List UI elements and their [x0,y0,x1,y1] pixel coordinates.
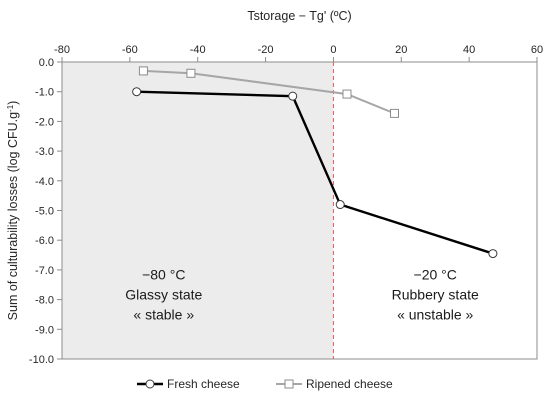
annotation-line: Glassy state [125,287,202,303]
annotation-line: Rubbery state [392,287,479,303]
y-tick-label: -1.0 [35,87,54,99]
y-axis-title: Sum of culturability losses (log CFU.g-1… [6,101,21,321]
legend-swatch-marker [145,379,155,389]
data-point [132,87,142,97]
data-series [132,66,498,259]
y-tick-label: -7.0 [35,265,54,277]
data-point [288,91,298,101]
annotation-line: « unstable » [397,307,473,323]
state-annotations: −80 °C Glassy state « stable » −20 °C Rubber… [125,267,479,323]
y-axis-title-superscript: -1 [6,104,15,112]
legend: Fresh cheese Ripened cheese [137,377,393,391]
legend-swatch-marker [284,379,294,389]
y-tick-label: 0.0 [39,57,54,69]
y-tick-label: -10.0 [29,354,54,366]
y-tick-label: -8.0 [35,295,54,307]
x-axis-ticks: -80 -60 -40 -20 0 20 40 60 [54,44,543,62]
data-point [335,200,345,210]
y-tick-label: -4.0 [35,176,54,188]
y-tick-label: -9.0 [35,324,54,336]
y-axis-title-main: Sum of culturability losses (log CFU.g [6,112,20,320]
y-tick-label: -3.0 [35,146,54,158]
annotation-line: « stable » [133,307,194,323]
glassy-region-shading [62,62,334,359]
legend-label: Ripened cheese [306,377,393,391]
x-tick-label: 40 [463,44,475,56]
series-line [136,90,494,255]
data-point [342,89,352,99]
annotation-line: −80 °C [142,267,185,283]
data-point [390,108,399,118]
y-axis-title-close: ) [6,101,20,105]
data-point [186,68,196,78]
x-tick-label: 60 [531,44,543,56]
data-point [488,249,498,259]
y-axis-ticks: 0.0 -1.0 -2.0 -3.0 -4.0 -5.0 -6.0 -7.0 -8.0 -9.0 -… [29,57,62,366]
series-line [143,69,395,115]
x-tick-label: -60 [122,44,138,56]
x-tick-label: -80 [54,44,70,56]
legend-label: Fresh cheese [167,377,240,391]
annotation-line: −20 °C [414,267,457,283]
x-tick-label: -20 [258,44,274,56]
x-axis-title: Tstorage − Tg' (ºC) [247,9,351,23]
data-point [138,66,148,76]
x-tick-label: 20 [395,44,407,56]
x-tick-label: -40 [190,44,206,56]
y-tick-label: -5.0 [35,206,54,218]
y-tick-label: -6.0 [35,235,54,247]
x-tick-label: 0 [330,44,336,56]
y-tick-label: -2.0 [35,116,54,128]
